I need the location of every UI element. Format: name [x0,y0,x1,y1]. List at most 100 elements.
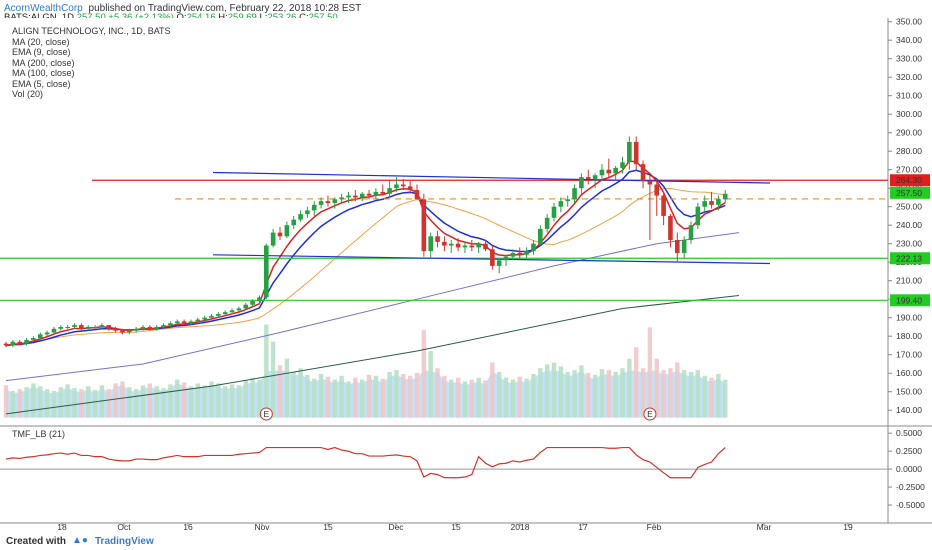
candle-body [44,332,50,335]
candle-body [517,252,523,255]
symbol-label: BATS:ALGN, 1D [4,12,75,23]
volume-bar [586,372,591,418]
legend-item-volume[interactable]: Vol (20) [12,89,44,99]
candle-body [613,167,618,174]
candle [558,197,564,213]
volume-bar [565,372,570,418]
volume-bar [24,387,29,418]
candle [140,325,146,331]
price-axis-tick: 190.00 [896,313,922,323]
candle-body [544,217,550,229]
volume-bar [188,386,194,418]
volume-bar [661,370,666,418]
candle [305,206,310,218]
candle-body [140,326,146,329]
candle-body [469,245,475,248]
candle-body [551,206,557,218]
ma20-line [5,187,726,346]
price-axis-tick: 340.00 [896,35,922,45]
candle [106,325,112,331]
volume-bar [175,379,180,418]
candle-body [58,326,64,329]
time-axis-tick: Oct [117,522,131,532]
indicator-label[interactable]: TMF_LB (21) [12,429,66,439]
candle [421,193,427,257]
candle-body [695,206,701,226]
candle [503,254,509,266]
price-axis-tick: 240.00 [896,220,922,230]
price-tag-value: 222.13 [896,253,922,263]
candle [401,178,406,191]
candle [407,180,413,194]
candle-body [31,338,36,340]
candle-body [243,304,249,309]
volume-bar [449,379,454,418]
time-axis-tick: 16 [183,522,193,532]
volume-bar [332,379,337,418]
time-axis-tick: 17 [578,522,588,532]
volume-bar [92,390,98,418]
volume-bar [551,362,557,418]
candle-body [421,199,427,252]
candle-body [675,240,680,253]
volume-bar [428,351,433,418]
candle-body [147,326,153,329]
candle [174,319,180,326]
volume-bar [524,378,529,418]
volume-bar [346,381,351,418]
volume-bar [127,387,132,418]
candle [702,195,707,213]
candle-body [216,314,221,316]
candle [442,236,447,252]
volume-bar [44,389,50,418]
legend-item-ma100[interactable]: MA (100, close) [12,68,75,78]
candle-body [291,219,296,226]
candle [373,188,379,200]
candle-body [565,199,570,202]
candle-body [579,177,584,189]
volume-bar [394,370,399,418]
candle-body [79,325,84,329]
candle-body [654,184,660,196]
author-link[interactable]: AcornWealthCorp [4,3,83,14]
candle-body [305,210,310,215]
volume-bar [544,364,550,418]
candle [10,339,16,348]
volume-bar [353,377,358,418]
legend-item-ema9[interactable]: EMA (9, close) [12,47,71,57]
last-price: 257.50 [76,12,106,23]
volume-bar [181,382,187,418]
candle [264,243,269,300]
candle [161,323,166,329]
time-axis-tick: Mar [757,522,772,532]
candle [222,310,228,316]
legend-item-ema5[interactable]: EMA (5, close) [12,78,71,89]
volume-bar [634,347,639,418]
candle [654,178,660,216]
volume-bar [462,381,468,418]
candle-body [250,301,255,305]
candle-body [229,310,235,313]
legend-item-ma200[interactable]: MA (200, close) [12,57,75,68]
candle [613,166,618,181]
high-label: H: [218,12,228,23]
price-change: +5.36 (+2.13%) [108,12,174,23]
candle-body [709,201,714,205]
candle [85,325,91,331]
volume-bar [72,388,77,418]
tradingview-brand[interactable]: TradingView [95,536,154,547]
volume-bar [325,376,331,418]
candle [640,160,646,189]
candle [579,173,584,194]
earnings-marker-label: E [263,409,269,419]
candle [490,245,495,270]
tmf-axis-tick: -0.5000 [896,500,925,510]
candle [188,319,194,326]
ma200-line [5,295,740,415]
time-axis-tick: Dec [388,522,404,532]
legend-item-ma20[interactable]: MA (20, close) [12,36,70,47]
candle [291,215,296,229]
legend-title: ALIGN TECHNOLOGY, INC., 1D, BATS [12,26,171,36]
volume-bar [668,368,673,418]
